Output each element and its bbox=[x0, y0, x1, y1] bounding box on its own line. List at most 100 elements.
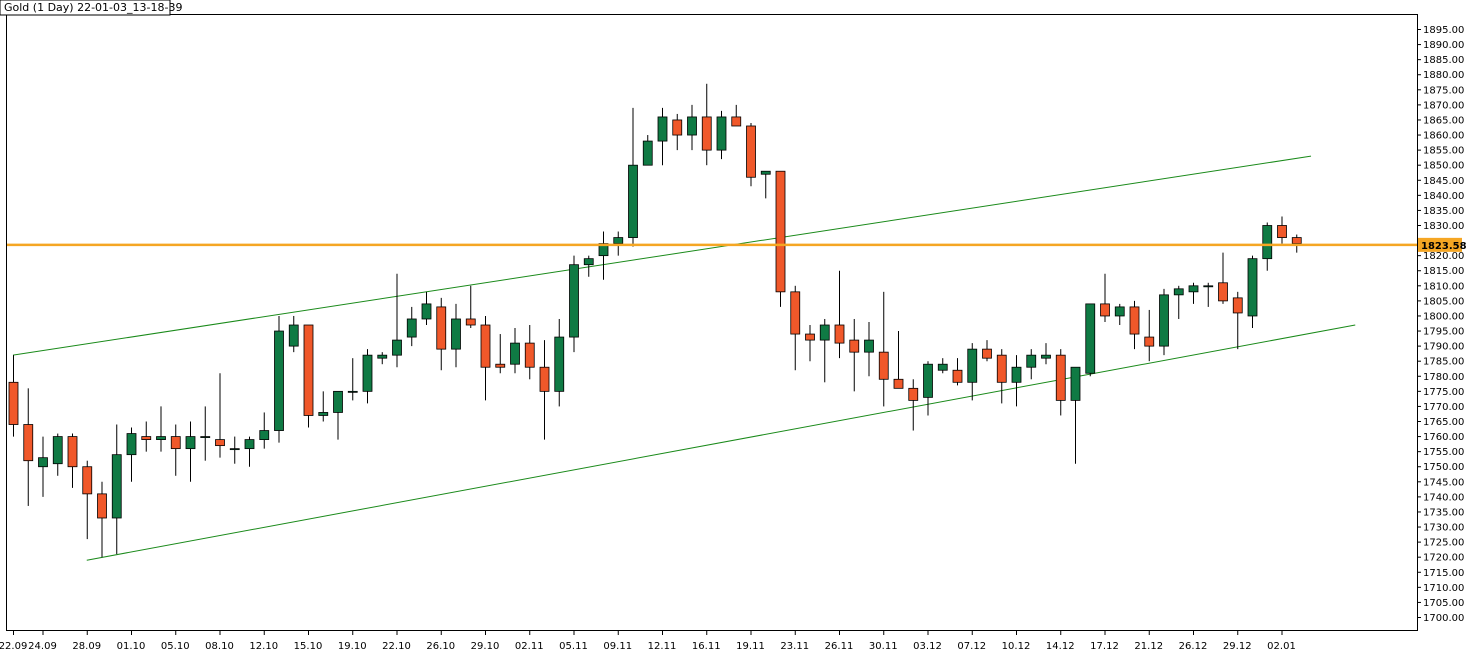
candle-body-down bbox=[97, 493, 107, 519]
candle-body-down bbox=[82, 466, 93, 495]
candle-body-up bbox=[598, 243, 609, 257]
candle-body-up bbox=[52, 436, 63, 465]
candle bbox=[952, 358, 963, 386]
x-tick-label: 14.12 bbox=[1046, 641, 1075, 652]
candle bbox=[52, 433, 63, 476]
y-tick-label: 1775.00 bbox=[1423, 387, 1464, 398]
y-tick-label: 1735.00 bbox=[1423, 507, 1464, 518]
candle bbox=[1144, 309, 1155, 362]
candle-body-down bbox=[1055, 354, 1066, 401]
candle bbox=[1055, 349, 1066, 416]
candle-body-down bbox=[996, 354, 1007, 383]
candle-body-down bbox=[8, 381, 19, 425]
candle bbox=[834, 270, 845, 359]
candle bbox=[849, 318, 860, 392]
candle-body-up bbox=[1262, 225, 1273, 260]
candle-body-down bbox=[849, 339, 860, 353]
candle bbox=[583, 255, 594, 277]
candle-body-down bbox=[303, 324, 314, 416]
candle bbox=[967, 343, 978, 401]
candle-body-up bbox=[185, 436, 196, 450]
candle-body-down bbox=[746, 125, 756, 178]
y-tick-label: 1765.00 bbox=[1423, 417, 1464, 428]
candle-body-up bbox=[274, 330, 284, 431]
candle-body-up bbox=[760, 170, 771, 175]
candle bbox=[229, 436, 240, 464]
x-tick-label: 29.10 bbox=[471, 641, 500, 652]
candle-body-down bbox=[775, 170, 786, 293]
candle-body-up bbox=[406, 318, 417, 338]
x-tick-label: 12.11 bbox=[648, 641, 677, 652]
candle bbox=[244, 436, 255, 467]
candle-body-up bbox=[716, 116, 727, 151]
candle-body-down bbox=[982, 348, 992, 359]
candle bbox=[1218, 252, 1228, 304]
y-tick-label: 1740.00 bbox=[1423, 492, 1464, 503]
candle bbox=[569, 255, 579, 353]
candle-body-down bbox=[1291, 237, 1302, 244]
candle-body-up bbox=[1026, 354, 1037, 368]
candle bbox=[554, 318, 565, 407]
candle-body-up bbox=[229, 448, 240, 451]
candle-body-up bbox=[1114, 306, 1125, 317]
candle bbox=[746, 122, 756, 187]
candle-body-up bbox=[1041, 354, 1051, 359]
plot-area bbox=[6, 14, 1418, 631]
candle bbox=[1277, 216, 1287, 244]
x-tick-label: 01.10 bbox=[117, 641, 146, 652]
candle bbox=[642, 135, 653, 166]
y-tick-label: 1845.00 bbox=[1423, 176, 1464, 187]
candle bbox=[8, 355, 19, 437]
candle-body-down bbox=[1232, 297, 1243, 314]
x-tick-label: 28.09 bbox=[72, 641, 101, 652]
candle bbox=[982, 340, 992, 362]
candle bbox=[377, 352, 388, 365]
y-tick-label: 1870.00 bbox=[1423, 100, 1464, 111]
candle bbox=[790, 285, 801, 371]
x-tick-label: 10.12 bbox=[1002, 641, 1031, 652]
candle-body-down bbox=[1100, 303, 1110, 317]
candle-body-down bbox=[524, 342, 535, 368]
candle bbox=[126, 427, 137, 482]
y-tick-label: 1895.00 bbox=[1423, 25, 1464, 36]
y-tick-label: 1755.00 bbox=[1423, 447, 1464, 458]
x-tick-label: 24.09 bbox=[28, 641, 57, 652]
candle-body-up bbox=[864, 339, 874, 353]
candle bbox=[539, 340, 550, 440]
candle-body-down bbox=[1144, 336, 1155, 347]
lower-channel-line bbox=[86, 324, 1356, 561]
y-tick-label: 1720.00 bbox=[1423, 553, 1464, 564]
candle bbox=[156, 406, 166, 452]
candle bbox=[318, 391, 329, 422]
candle-body-up bbox=[1203, 285, 1214, 288]
candle-body-up bbox=[421, 303, 432, 320]
candle-body-down bbox=[805, 333, 815, 341]
candle bbox=[1203, 282, 1214, 307]
candle-body-up bbox=[687, 116, 697, 136]
candle-body-up bbox=[642, 140, 653, 166]
candle bbox=[1262, 222, 1273, 271]
candle-body-up bbox=[362, 354, 373, 392]
x-axis-ticks: 22.09 24.09 28.09 01.10 05.10 08.10 12.10 15.10… bbox=[0, 631, 1296, 652]
y-tick-label: 1705.00 bbox=[1423, 598, 1464, 609]
candle-body-down bbox=[790, 291, 801, 335]
candle-body-up bbox=[510, 342, 520, 365]
candle bbox=[1173, 285, 1184, 319]
x-tick-label: 29.12 bbox=[1223, 641, 1252, 652]
candle bbox=[451, 303, 461, 368]
candle bbox=[1041, 343, 1051, 365]
candle-body-down bbox=[834, 324, 845, 344]
candle bbox=[1011, 355, 1022, 407]
x-tick-label: 07.12 bbox=[957, 641, 986, 652]
x-tick-label: 17.12 bbox=[1090, 641, 1119, 652]
candle-body-up bbox=[554, 336, 565, 392]
candle-body-down bbox=[480, 324, 491, 368]
candle-body-up bbox=[1188, 285, 1199, 293]
price-tag bbox=[1418, 237, 1462, 252]
candle bbox=[524, 325, 535, 380]
price-line-group: 1823.58 bbox=[7, 237, 1467, 252]
x-tick-label: 12.10 bbox=[249, 641, 278, 652]
y-tick-label: 1800.00 bbox=[1423, 311, 1464, 322]
y-tick-label: 1785.00 bbox=[1423, 357, 1464, 368]
